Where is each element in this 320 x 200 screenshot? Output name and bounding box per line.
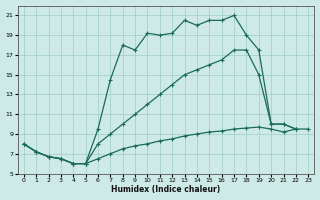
X-axis label: Humidex (Indice chaleur): Humidex (Indice chaleur) (111, 185, 221, 194)
